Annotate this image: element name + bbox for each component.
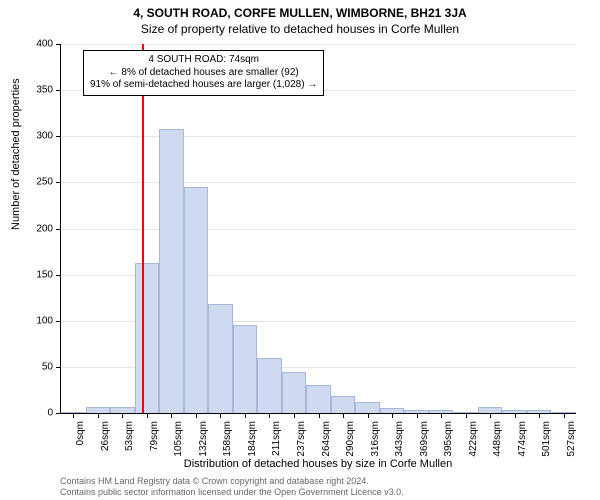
x-tick (73, 413, 74, 418)
annotation-box: 4 SOUTH ROAD: 74sqm ← 8% of detached hou… (83, 50, 324, 96)
histogram-bar (233, 325, 258, 413)
x-tick (466, 413, 467, 418)
x-tick (294, 413, 295, 418)
y-tick-label: 100 (21, 315, 53, 326)
plot-area: 4 SOUTH ROAD: 74sqm ← 8% of detached hou… (60, 44, 576, 414)
x-tick (564, 413, 565, 418)
histogram-bar (331, 396, 356, 413)
y-tick (56, 136, 61, 137)
x-tick (245, 413, 246, 418)
footer-line2: Contains public sector information licen… (60, 487, 404, 497)
x-tick (319, 413, 320, 418)
histogram-bar (282, 372, 307, 414)
x-tick (196, 413, 197, 418)
property-marker-line (142, 44, 144, 413)
histogram-bar (159, 129, 184, 413)
x-tick (147, 413, 148, 418)
footer-line1: Contains HM Land Registry data © Crown c… (60, 476, 404, 486)
x-tick (368, 413, 369, 418)
y-tick (56, 44, 61, 45)
y-tick-label: 300 (21, 131, 53, 142)
footer-attribution: Contains HM Land Registry data © Crown c… (60, 476, 404, 497)
x-tick (171, 413, 172, 418)
y-tick-label: 50 (21, 361, 53, 372)
y-tick (56, 413, 61, 414)
annotation-line2: ← 8% of detached houses are smaller (92) (90, 67, 317, 80)
y-tick-label: 200 (21, 223, 53, 234)
x-tick (441, 413, 442, 418)
histogram-bar (184, 187, 209, 413)
histogram-bars (61, 44, 576, 413)
histogram-bar (208, 304, 233, 413)
y-tick-label: 350 (21, 85, 53, 96)
chart-title: Size of property relative to detached ho… (0, 20, 600, 36)
x-tick (515, 413, 516, 418)
y-tick (56, 275, 61, 276)
y-tick-label: 0 (21, 408, 53, 419)
x-tick (539, 413, 540, 418)
y-tick (56, 90, 61, 91)
y-axis-label: Number of detached properties (10, 78, 22, 230)
histogram-bar (306, 385, 331, 413)
x-axis-label: Distribution of detached houses by size … (60, 458, 576, 470)
chart-supertitle: 4, SOUTH ROAD, CORFE MULLEN, WIMBORNE, B… (0, 0, 600, 20)
histogram-bar (257, 358, 282, 413)
x-tick (392, 413, 393, 418)
y-tick (56, 367, 61, 368)
y-tick (56, 229, 61, 230)
histogram-bar (135, 263, 160, 413)
x-tick (220, 413, 221, 418)
x-tick (343, 413, 344, 418)
histogram-bar (355, 402, 380, 413)
y-tick (56, 182, 61, 183)
y-tick-label: 400 (21, 39, 53, 50)
x-tick (122, 413, 123, 418)
y-tick-label: 250 (21, 177, 53, 188)
y-tick-label: 150 (21, 269, 53, 280)
annotation-line1: 4 SOUTH ROAD: 74sqm (90, 54, 317, 67)
x-tick (490, 413, 491, 418)
x-tick (417, 413, 418, 418)
annotation-line3: 91% of semi-detached houses are larger (… (90, 79, 317, 92)
x-tick (269, 413, 270, 418)
y-tick (56, 321, 61, 322)
x-tick (98, 413, 99, 418)
